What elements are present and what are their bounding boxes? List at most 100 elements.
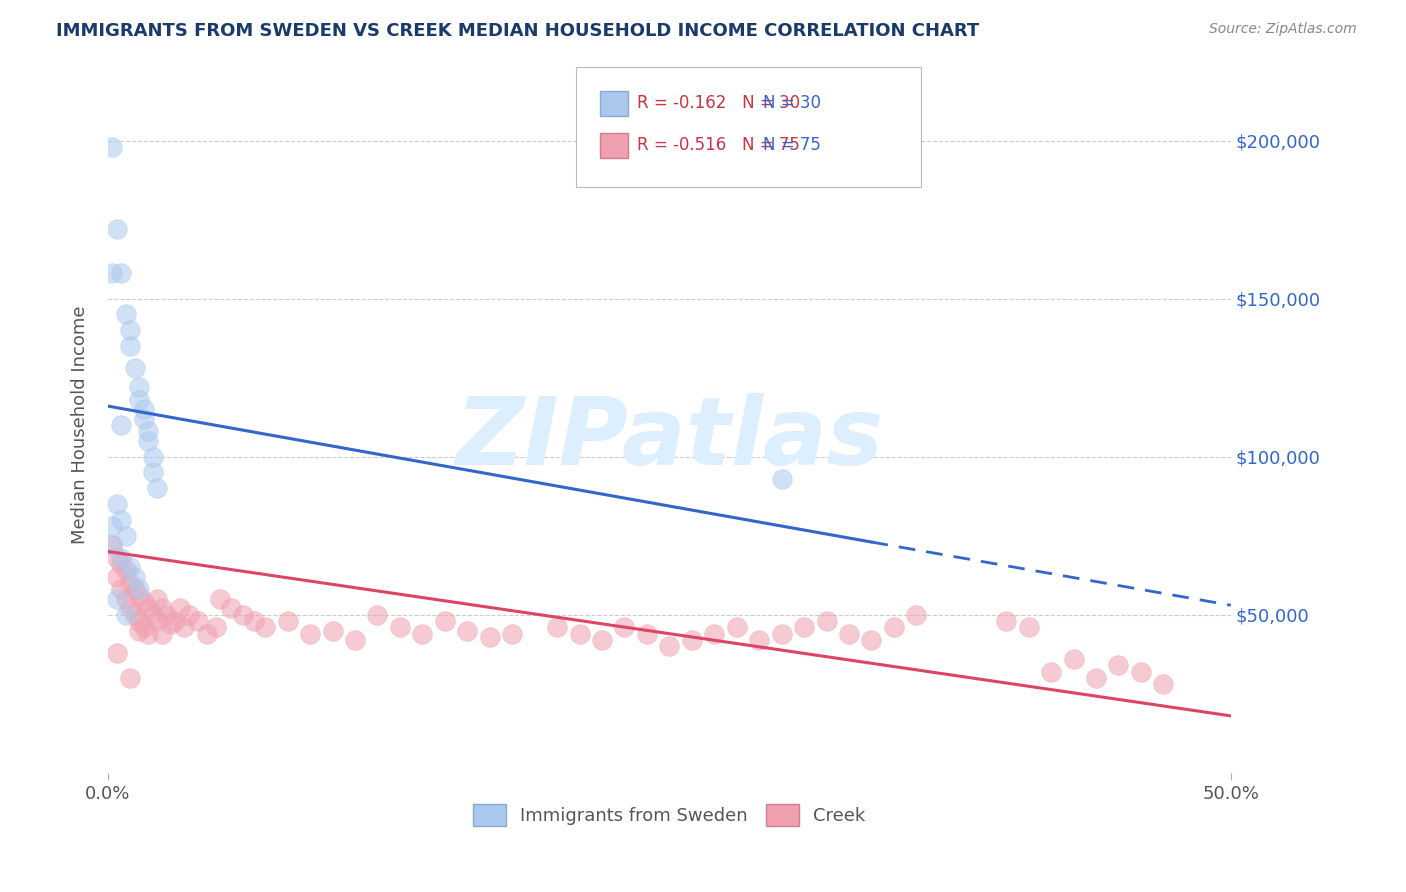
Point xyxy=(613,620,636,634)
Point xyxy=(658,640,681,654)
Point xyxy=(110,266,132,280)
Point xyxy=(120,323,142,337)
Point xyxy=(110,582,132,597)
Point xyxy=(478,630,501,644)
Point xyxy=(636,626,658,640)
Point xyxy=(277,614,299,628)
Point xyxy=(120,560,142,574)
Point xyxy=(128,624,150,638)
Point xyxy=(546,620,568,634)
Point xyxy=(204,620,226,634)
Point xyxy=(128,392,150,407)
Point xyxy=(209,591,232,606)
Point xyxy=(142,466,165,480)
Point xyxy=(101,266,124,280)
Point xyxy=(124,607,146,622)
Point xyxy=(243,614,266,628)
Point xyxy=(124,570,146,584)
Point xyxy=(299,626,322,640)
Point xyxy=(388,620,411,634)
Point xyxy=(1152,677,1174,691)
Point xyxy=(146,614,169,628)
Point xyxy=(343,632,366,647)
Point xyxy=(905,607,928,622)
Point xyxy=(232,607,254,622)
Point xyxy=(132,595,155,609)
Point xyxy=(132,411,155,425)
Legend: Immigrants from Sweden, Creek: Immigrants from Sweden, Creek xyxy=(467,797,873,833)
Point xyxy=(173,620,195,634)
Point xyxy=(101,140,124,154)
Point xyxy=(105,222,128,236)
Point xyxy=(115,308,138,322)
Point xyxy=(501,626,523,640)
Point xyxy=(568,626,591,640)
Point xyxy=(105,591,128,606)
Text: R = -0.162   N = 30: R = -0.162 N = 30 xyxy=(637,95,800,112)
Point xyxy=(681,632,703,647)
Point xyxy=(115,591,138,606)
Point xyxy=(1085,671,1108,685)
Point xyxy=(142,450,165,464)
Point xyxy=(115,607,138,622)
Point xyxy=(150,601,173,615)
Text: N = 30: N = 30 xyxy=(763,95,821,112)
Point xyxy=(815,614,838,628)
Point xyxy=(322,624,344,638)
Point xyxy=(110,550,132,565)
Point xyxy=(1018,620,1040,634)
Point xyxy=(101,519,124,533)
Point xyxy=(120,339,142,353)
Point xyxy=(187,614,209,628)
Point xyxy=(725,620,748,634)
Point xyxy=(160,617,183,632)
Point xyxy=(165,614,187,628)
Point xyxy=(883,620,905,634)
Point xyxy=(115,564,138,578)
Point xyxy=(115,529,138,543)
Point xyxy=(110,513,132,527)
Point xyxy=(366,607,388,622)
Point xyxy=(1129,665,1152,679)
Point xyxy=(748,632,770,647)
Text: Source: ZipAtlas.com: Source: ZipAtlas.com xyxy=(1209,22,1357,37)
Point xyxy=(124,582,146,597)
Point xyxy=(138,626,160,640)
Point xyxy=(128,380,150,394)
Point xyxy=(128,582,150,597)
Point xyxy=(146,481,169,495)
Point xyxy=(101,538,124,552)
Point xyxy=(105,646,128,660)
Point xyxy=(105,550,128,565)
Point xyxy=(770,626,793,640)
Point xyxy=(169,601,191,615)
Y-axis label: Median Household Income: Median Household Income xyxy=(72,306,89,544)
Point xyxy=(150,626,173,640)
Point xyxy=(1107,658,1129,673)
Point xyxy=(411,626,433,640)
Point xyxy=(142,607,165,622)
Point xyxy=(124,361,146,376)
Point xyxy=(1040,665,1063,679)
Text: IMMIGRANTS FROM SWEDEN VS CREEK MEDIAN HOUSEHOLD INCOME CORRELATION CHART: IMMIGRANTS FROM SWEDEN VS CREEK MEDIAN H… xyxy=(56,22,980,40)
Point xyxy=(132,620,155,634)
Point xyxy=(703,626,725,640)
Point xyxy=(195,626,218,640)
Point xyxy=(155,607,177,622)
Point xyxy=(838,626,860,640)
Point xyxy=(105,497,128,511)
Point xyxy=(793,620,815,634)
Text: ZIPatlas: ZIPatlas xyxy=(456,393,883,485)
Point xyxy=(254,620,277,634)
Point xyxy=(120,671,142,685)
Point xyxy=(128,589,150,603)
Point xyxy=(110,557,132,571)
Point xyxy=(770,472,793,486)
Point xyxy=(1063,652,1085,666)
Point xyxy=(120,601,142,615)
Text: R = -0.516   N = 75: R = -0.516 N = 75 xyxy=(637,136,800,154)
Text: N = 75: N = 75 xyxy=(763,136,821,154)
Point xyxy=(120,576,142,591)
Point xyxy=(221,601,243,615)
Point xyxy=(433,614,456,628)
